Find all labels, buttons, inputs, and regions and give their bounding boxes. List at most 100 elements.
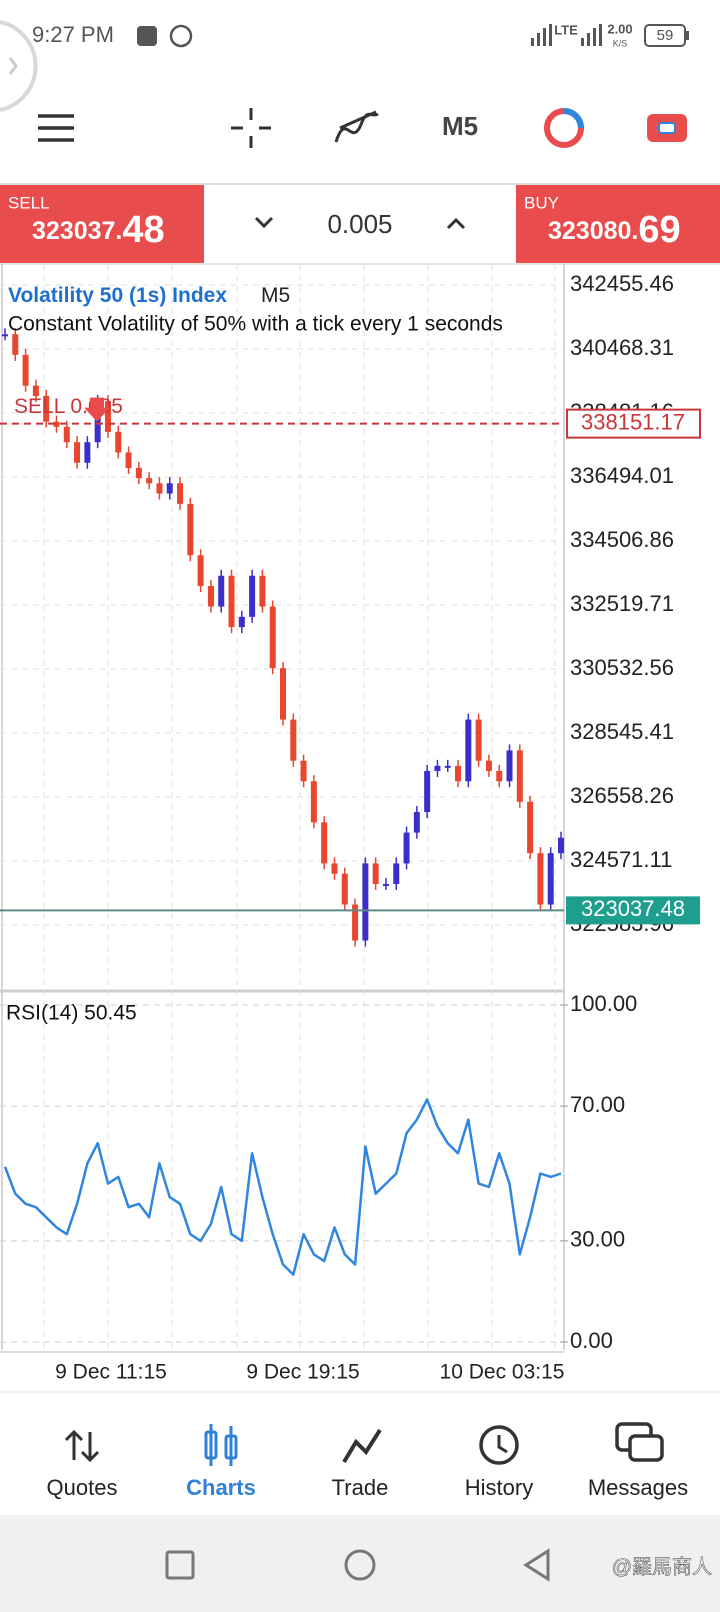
grid — [0, 264, 568, 1350]
candle — [249, 575, 256, 617]
lot-decrease[interactable] — [254, 216, 274, 229]
candle — [475, 719, 482, 761]
candle — [413, 812, 420, 833]
candle — [496, 770, 503, 782]
sell-button[interactable] — [0, 185, 204, 263]
buy-button[interactable] — [516, 185, 720, 263]
timeframe-button[interactable]: M5 — [442, 111, 478, 141]
gesture-arrow — [8, 57, 18, 75]
nav-item[interactable]: Trade — [332, 1475, 389, 1500]
nav-item[interactable]: Charts — [186, 1475, 256, 1500]
status-time: 9:27 PM — [32, 22, 114, 47]
network-type: LTE — [554, 22, 578, 37]
status-icon — [137, 26, 157, 46]
sell-price-tail: 48 — [122, 209, 164, 251]
menu-icon[interactable] — [38, 114, 74, 142]
recents-button[interactable] — [165, 1550, 195, 1580]
charts-icon — [204, 1424, 238, 1466]
lot-increase[interactable] — [446, 217, 466, 230]
lot-size[interactable]: 0.005 — [327, 209, 392, 239]
indicator-icon[interactable] — [334, 110, 379, 143]
candle — [197, 555, 204, 587]
candle — [259, 575, 266, 607]
candle — [403, 832, 410, 864]
candle — [104, 401, 111, 432]
candle — [228, 575, 235, 628]
candle — [382, 883, 389, 886]
price-tick-label: 332519.71 — [570, 591, 674, 616]
candle — [84, 442, 91, 463]
system-nav — [0, 1515, 720, 1612]
candle — [22, 354, 29, 386]
price-tick-label: 342455.46 — [570, 271, 674, 296]
candle — [166, 483, 173, 494]
order-arrow — [84, 397, 110, 422]
nav-item[interactable]: Messages — [588, 1475, 688, 1500]
gesture-hint — [0, 20, 38, 112]
candle — [300, 760, 307, 782]
buy-label: BUY — [524, 193, 559, 212]
candle — [146, 478, 153, 484]
order-price: 338151.17 — [581, 409, 685, 434]
price-tick-label: 340468.31 — [570, 335, 674, 360]
nav-item[interactable]: Quotes — [47, 1475, 118, 1500]
candle — [516, 750, 523, 802]
candle — [393, 863, 400, 884]
time-label: 9 Dec 11:15 — [55, 1361, 167, 1384]
quotes-icon — [64, 1429, 100, 1463]
objects-icon-arc — [563, 108, 584, 129]
candle — [558, 837, 564, 854]
bottom-nav — [0, 1392, 720, 1515]
current-price: 323037.48 — [581, 896, 685, 921]
candle — [156, 483, 163, 494]
price-tick-label: 330532.56 — [570, 655, 674, 680]
chart-description: Constant Volatility of 50% with a tick e… — [8, 313, 503, 336]
buy-price-tail: 69 — [638, 209, 680, 251]
chart-title: Volatility 50 (1s) Index M5 — [8, 284, 290, 307]
rsi-tick-label: 100.00 — [570, 991, 637, 1016]
rsi-tick-label: 0.00 — [570, 1328, 613, 1353]
back-button[interactable] — [523, 1548, 550, 1582]
candle — [238, 616, 245, 628]
nav-item[interactable]: History — [465, 1475, 533, 1500]
battery-tip — [686, 31, 689, 40]
candle — [434, 765, 441, 771]
crosshair-icon[interactable] — [231, 108, 271, 148]
buy-price: 323080.69 — [548, 209, 681, 251]
net-speed-unit: K/S — [613, 38, 628, 48]
candle — [321, 822, 328, 864]
candle — [547, 853, 554, 905]
buy-price-main: 323080. — [548, 217, 638, 245]
candle — [115, 431, 122, 453]
rsi-line — [3, 1098, 562, 1276]
candle — [63, 426, 70, 443]
sell-price: 323037.48 — [32, 209, 165, 251]
trade-nav-icon — [342, 1428, 382, 1464]
messages-icon-back — [628, 1434, 664, 1462]
candle — [465, 719, 472, 782]
candle — [94, 401, 101, 443]
candle — [424, 770, 431, 813]
sell-price-main: 323037. — [32, 217, 122, 245]
net-speed: 2.00 — [607, 21, 632, 36]
candle — [12, 334, 19, 355]
price-tick-label: 334506.86 — [570, 527, 674, 552]
current-price-box — [566, 896, 700, 925]
candle — [362, 863, 369, 941]
chart-timeframe: M5 — [261, 284, 290, 307]
symbol[interactable]: Volatility 50 (1s) Index — [8, 284, 227, 307]
candle — [331, 863, 338, 874]
trade-icon-inner — [658, 122, 676, 134]
candle — [290, 719, 297, 761]
order-label: SELL 0.005 — [14, 395, 123, 418]
candle — [43, 395, 50, 422]
candle — [310, 781, 317, 823]
rsi-tick-label: 70.00 — [570, 1092, 625, 1117]
home-button[interactable] — [344, 1549, 376, 1581]
whatsapp-icon — [169, 24, 193, 48]
candle — [444, 765, 451, 768]
candle — [207, 586, 214, 607]
price-tick-label: 336494.01 — [570, 463, 674, 488]
candle — [125, 452, 132, 468]
